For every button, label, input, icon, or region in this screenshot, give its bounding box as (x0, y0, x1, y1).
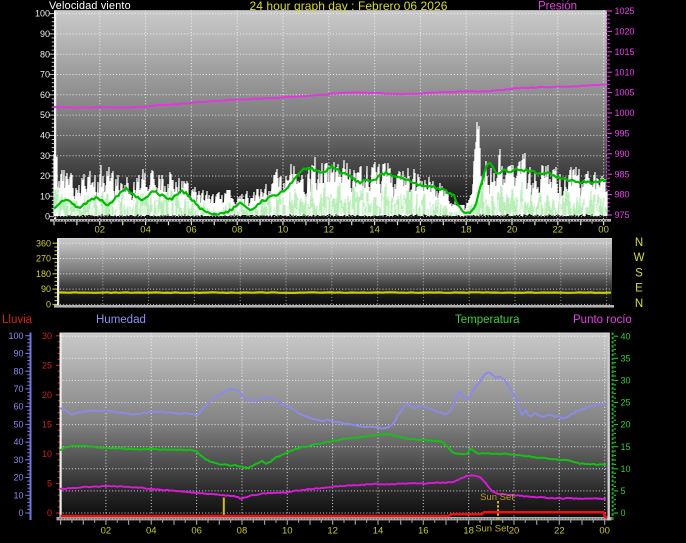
svg-text:70: 70 (40, 70, 50, 80)
svg-text:E: E (635, 283, 643, 295)
svg-text:20: 20 (42, 390, 52, 400)
svg-text:24 hour graph day : Febrero 06: 24 hour graph day : Febrero 06 2026 (250, 0, 448, 13)
svg-text:980: 980 (615, 190, 630, 200)
svg-text:10: 10 (13, 490, 23, 500)
svg-text:22: 22 (553, 225, 564, 236)
svg-text:90: 90 (13, 349, 23, 359)
svg-text:20: 20 (507, 225, 518, 236)
svg-text:360: 360 (36, 238, 51, 248)
svg-text:08: 08 (237, 526, 248, 537)
svg-text:50: 50 (40, 110, 50, 120)
svg-text:0: 0 (47, 508, 52, 518)
svg-text:20: 20 (509, 526, 520, 537)
svg-text:W: W (634, 252, 645, 264)
svg-text:04: 04 (140, 225, 151, 236)
svg-text:00: 00 (598, 225, 609, 236)
svg-text:25: 25 (621, 398, 631, 408)
svg-text:10: 10 (40, 191, 50, 201)
svg-text:Sun Set: Sun Set (475, 524, 509, 535)
svg-text:Temperatura: Temperatura (455, 314, 520, 326)
svg-text:02: 02 (101, 526, 112, 537)
svg-text:06: 06 (186, 225, 197, 236)
svg-text:10: 10 (278, 225, 289, 236)
svg-text:0: 0 (18, 508, 23, 518)
svg-text:12: 12 (324, 225, 335, 236)
svg-text:990: 990 (615, 149, 630, 159)
svg-text:10: 10 (42, 449, 52, 459)
svg-text:975: 975 (615, 210, 630, 220)
svg-text:25: 25 (42, 360, 52, 370)
svg-text:14: 14 (373, 526, 384, 537)
svg-text:18: 18 (463, 526, 474, 537)
svg-text:Velocidad viento: Velocidad viento (49, 0, 131, 12)
svg-text:15: 15 (621, 442, 631, 452)
svg-text:90: 90 (40, 29, 50, 39)
svg-text:1010: 1010 (615, 67, 635, 77)
svg-text:50: 50 (13, 419, 23, 429)
svg-text:60: 60 (40, 90, 50, 100)
svg-text:Lluvia: Lluvia (2, 314, 33, 326)
svg-text:1025: 1025 (615, 6, 635, 16)
svg-text:30: 30 (13, 455, 23, 465)
svg-text:60: 60 (13, 402, 23, 412)
svg-text:16: 16 (418, 526, 429, 537)
svg-text:30: 30 (621, 376, 631, 386)
svg-text:100: 100 (8, 331, 23, 341)
svg-text:18: 18 (461, 225, 472, 236)
svg-text:Sun Set: Sun Set (480, 492, 514, 503)
svg-text:14: 14 (369, 225, 380, 236)
svg-text:12: 12 (327, 526, 338, 537)
svg-text:40: 40 (40, 131, 50, 141)
svg-text:22: 22 (554, 526, 565, 537)
svg-text:02: 02 (95, 225, 106, 236)
svg-text:N: N (635, 298, 643, 310)
svg-text:70: 70 (13, 384, 23, 394)
svg-text:995: 995 (615, 129, 630, 139)
svg-text:20: 20 (40, 171, 50, 181)
svg-text:100: 100 (35, 9, 50, 19)
svg-text:0: 0 (621, 508, 626, 518)
svg-text:20: 20 (13, 473, 23, 483)
svg-text:06: 06 (191, 526, 202, 537)
svg-text:180: 180 (36, 269, 51, 279)
svg-text:10: 10 (282, 526, 293, 537)
svg-text:40: 40 (621, 331, 631, 341)
svg-text:10: 10 (621, 464, 631, 474)
svg-text:Presión: Presión (538, 1, 577, 13)
svg-text:08: 08 (232, 225, 243, 236)
svg-text:Punto rocío: Punto rocío (573, 314, 632, 326)
svg-text:5: 5 (47, 479, 52, 489)
svg-text:0: 0 (45, 212, 50, 222)
svg-text:80: 80 (13, 366, 23, 376)
svg-text:1020: 1020 (615, 27, 635, 37)
svg-text:04: 04 (146, 526, 157, 537)
svg-text:90: 90 (41, 284, 51, 294)
svg-text:270: 270 (36, 254, 51, 264)
svg-text:35: 35 (621, 353, 631, 363)
svg-text:20: 20 (621, 420, 631, 430)
svg-text:985: 985 (615, 169, 630, 179)
svg-text:Humedad: Humedad (96, 314, 146, 326)
svg-text:80: 80 (40, 49, 50, 59)
svg-text:15: 15 (42, 419, 52, 429)
svg-text:0: 0 (46, 300, 51, 310)
svg-text:1015: 1015 (615, 47, 635, 57)
svg-text:S: S (635, 267, 643, 279)
svg-text:1005: 1005 (615, 88, 635, 98)
svg-text:30: 30 (42, 331, 52, 341)
svg-text:16: 16 (415, 225, 426, 236)
svg-text:40: 40 (13, 437, 23, 447)
svg-text:5: 5 (621, 486, 626, 496)
svg-text:1000: 1000 (615, 108, 635, 118)
svg-text:30: 30 (40, 151, 50, 161)
svg-text:N: N (635, 237, 643, 249)
svg-text:00: 00 (599, 526, 610, 537)
